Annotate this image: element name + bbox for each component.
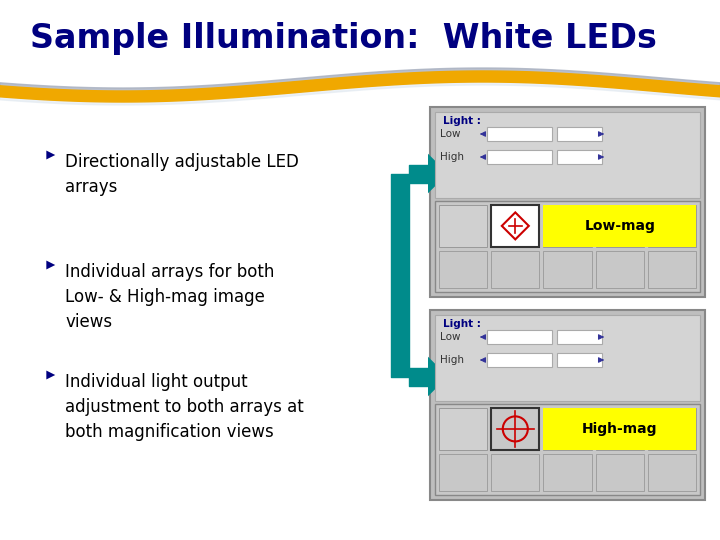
Text: Individual light output
adjustment to both arrays at
both magnification views: Individual light output adjustment to bo… (65, 373, 304, 441)
Bar (435, 404, 700, 495)
Bar (648, 251, 696, 288)
Bar (595, 205, 644, 247)
Bar (491, 408, 539, 450)
Text: Light :: Light : (443, 319, 481, 329)
Bar (487, 353, 552, 367)
Text: High: High (440, 152, 464, 162)
Bar (595, 454, 644, 491)
Polygon shape (428, 154, 448, 193)
Bar (435, 112, 700, 198)
Bar (595, 251, 644, 288)
Text: Sample Illumination:  White LEDs: Sample Illumination: White LEDs (30, 22, 657, 55)
Bar (487, 127, 552, 141)
Text: Light :: Light : (443, 116, 481, 126)
Bar (435, 201, 700, 292)
Text: Directionally adjustable LED
arrays: Directionally adjustable LED arrays (65, 153, 299, 196)
Bar (439, 205, 487, 247)
Bar (430, 310, 705, 500)
Bar (557, 353, 602, 367)
Bar (648, 454, 696, 491)
Bar (595, 408, 644, 450)
Bar (544, 205, 592, 247)
Bar (439, 454, 487, 491)
Bar (544, 251, 592, 288)
Bar (544, 408, 696, 450)
Bar (430, 107, 705, 297)
Bar (487, 330, 552, 344)
Bar (544, 408, 592, 450)
Bar (648, 408, 696, 450)
Bar (487, 150, 552, 164)
Bar (491, 454, 539, 491)
Bar (544, 205, 696, 247)
Bar (435, 315, 700, 401)
Bar (557, 150, 602, 164)
Text: Individual arrays for both
Low- & High-mag image
views: Individual arrays for both Low- & High-m… (65, 263, 274, 331)
Text: Low: Low (440, 129, 461, 139)
Text: Low-mag: Low-mag (584, 219, 655, 233)
Text: High-mag: High-mag (582, 422, 657, 436)
Bar (557, 330, 602, 344)
Bar (648, 205, 696, 247)
Bar (491, 251, 539, 288)
Text: High: High (440, 355, 464, 365)
Polygon shape (428, 357, 448, 396)
Bar (544, 454, 592, 491)
Bar (491, 205, 539, 247)
Text: Low: Low (440, 332, 461, 342)
Bar (439, 251, 487, 288)
Bar (439, 408, 487, 450)
Bar (557, 127, 602, 141)
